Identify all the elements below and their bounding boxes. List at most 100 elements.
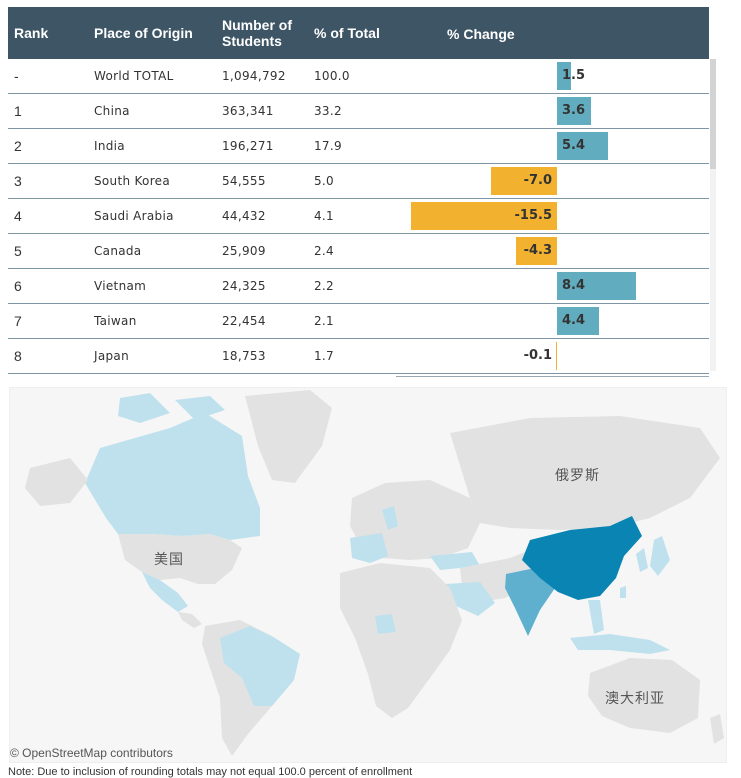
table-row[interactable]: 7 Taiwan 22,454 2.1 4.4: [8, 304, 709, 339]
africa-shape: [340, 563, 462, 718]
change-label: 8.4: [562, 278, 586, 293]
pct-total-cell: 100.0: [314, 69, 350, 83]
turkey-shape: [430, 552, 480, 570]
western-europe-shape: [350, 533, 388, 563]
header-pct-of-total[interactable]: % of Total: [314, 25, 380, 41]
table-row[interactable]: - World TOTAL 1,094,792 100.0 1.5: [8, 59, 709, 94]
pct-total-cell: 2.4: [314, 244, 334, 258]
origin-cell: Vietnam: [94, 279, 147, 293]
australia-shape: [588, 658, 700, 733]
header-number-of-students-line1[interactable]: Number of: [222, 17, 292, 33]
mexico-shape: [142, 572, 188, 612]
table-row[interactable]: 2 India 196,271 17.9 5.4: [8, 129, 709, 164]
rank-cell: 5: [14, 243, 23, 259]
origin-cell: China: [94, 104, 130, 118]
change-bar: [557, 132, 609, 160]
table-row[interactable]: 4 Saudi Arabia 44,432 4.1 -15.5: [8, 199, 709, 234]
students-cell: 54,555: [222, 174, 266, 188]
students-cell: 25,909: [222, 244, 266, 258]
enrollment-table: Rank Place of Origin Number of Students …: [8, 7, 709, 375]
table-scrollbar[interactable]: [710, 59, 716, 371]
change-bar: [557, 97, 592, 125]
table-row[interactable]: 8 Japan 18,753 1.7 -0.1: [8, 339, 709, 374]
canada-shape: [85, 413, 260, 540]
table-row[interactable]: 5 Canada 25,909 2.4 -4.3: [8, 234, 709, 269]
pct-total-cell: 2.2: [314, 279, 334, 293]
pct-total-cell: 2.1: [314, 314, 334, 328]
origin-cell: World TOTAL: [94, 69, 174, 83]
rank-cell: 8: [14, 348, 23, 364]
change-label: 3.6: [562, 103, 586, 118]
change-bar: [556, 342, 558, 370]
pct-total-cell: 1.7: [314, 349, 334, 363]
table-row[interactable]: 1 China 363,341 33.2 3.6: [8, 94, 709, 129]
russia-shape: [450, 416, 720, 530]
header-rank[interactable]: Rank: [14, 25, 49, 41]
table-header: Rank Place of Origin Number of Students …: [8, 7, 709, 59]
india-shape: [505, 568, 555, 636]
change-bar: [557, 272, 637, 300]
students-cell: 196,271: [222, 139, 274, 153]
central-america-shape: [178, 612, 202, 628]
table-row[interactable]: 3 South Korea 54,555 5.0 -7.0: [8, 164, 709, 199]
korea-shape: [636, 548, 648, 572]
rank-cell: 2: [14, 138, 23, 154]
change-label: -7.0: [523, 173, 552, 188]
pct-total-cell: 4.1: [314, 209, 334, 223]
russia-label: 俄罗斯: [555, 468, 600, 484]
china-shape: [522, 516, 642, 600]
change-label: -4.3: [523, 243, 552, 258]
pct-total-cell: 5.0: [314, 174, 334, 188]
students-cell: 363,341: [222, 104, 274, 118]
origin-cell: Saudi Arabia: [94, 209, 174, 223]
map-credit[interactable]: © OpenStreetMap contributors: [10, 746, 173, 760]
australia-label: 澳大利亚: [605, 691, 665, 707]
change-bar: [490, 167, 557, 195]
rank-cell: 4: [14, 208, 23, 224]
new-zealand-shape: [710, 714, 724, 744]
students-cell: 22,454: [222, 314, 266, 328]
header-place-of-origin[interactable]: Place of Origin: [94, 25, 193, 41]
uk-shape: [382, 506, 398, 530]
rank-cell: -: [14, 68, 19, 84]
arctic-islands-shape: [118, 393, 225, 423]
change-label: -0.1: [523, 348, 552, 363]
change-label: 1.5: [562, 68, 586, 83]
nigeria-shape: [375, 614, 396, 634]
table-bottom-divider: [396, 376, 709, 377]
change-bar: [557, 307, 599, 335]
greenland-shape: [245, 390, 332, 483]
origin-cell: Japan: [94, 349, 129, 363]
students-cell: 1,094,792: [222, 69, 286, 83]
rank-cell: 1: [14, 103, 23, 119]
students-cell: 18,753: [222, 349, 266, 363]
change-bar: [557, 62, 572, 90]
saudi-arabia-shape: [445, 582, 495, 616]
pct-total-cell: 17.9: [314, 139, 342, 153]
vietnam-shape: [588, 600, 604, 634]
rank-cell: 6: [14, 278, 23, 294]
world-map[interactable]: 俄罗斯 美国 澳大利亚 © OpenStreetMap contributors: [9, 387, 727, 763]
usa-shape: [118, 534, 242, 584]
header-pct-change[interactable]: % Change: [447, 26, 515, 42]
students-cell: 44,432: [222, 209, 266, 223]
map-canvas[interactable]: [10, 388, 727, 763]
change-bar: [516, 237, 557, 265]
rank-cell: 3: [14, 173, 23, 189]
origin-cell: India: [94, 139, 125, 153]
rank-cell: 7: [14, 313, 23, 329]
pct-total-cell: 33.2: [314, 104, 342, 118]
alaska-shape: [25, 458, 88, 506]
origin-cell: South Korea: [94, 174, 171, 188]
students-cell: 24,325: [222, 279, 266, 293]
origin-cell: Taiwan: [94, 314, 137, 328]
change-label: 4.4: [562, 313, 586, 328]
table-row[interactable]: 6 Vietnam 24,325 2.2 8.4: [8, 269, 709, 304]
japan-shape: [650, 536, 670, 576]
indonesia-shape: [570, 634, 670, 654]
header-number-of-students-line2[interactable]: Students: [222, 33, 282, 49]
change-label: -15.5: [514, 208, 552, 223]
change-bar: [410, 202, 557, 230]
taiwan-shape: [620, 586, 626, 598]
table-scrollbar-thumb[interactable]: [710, 59, 716, 169]
